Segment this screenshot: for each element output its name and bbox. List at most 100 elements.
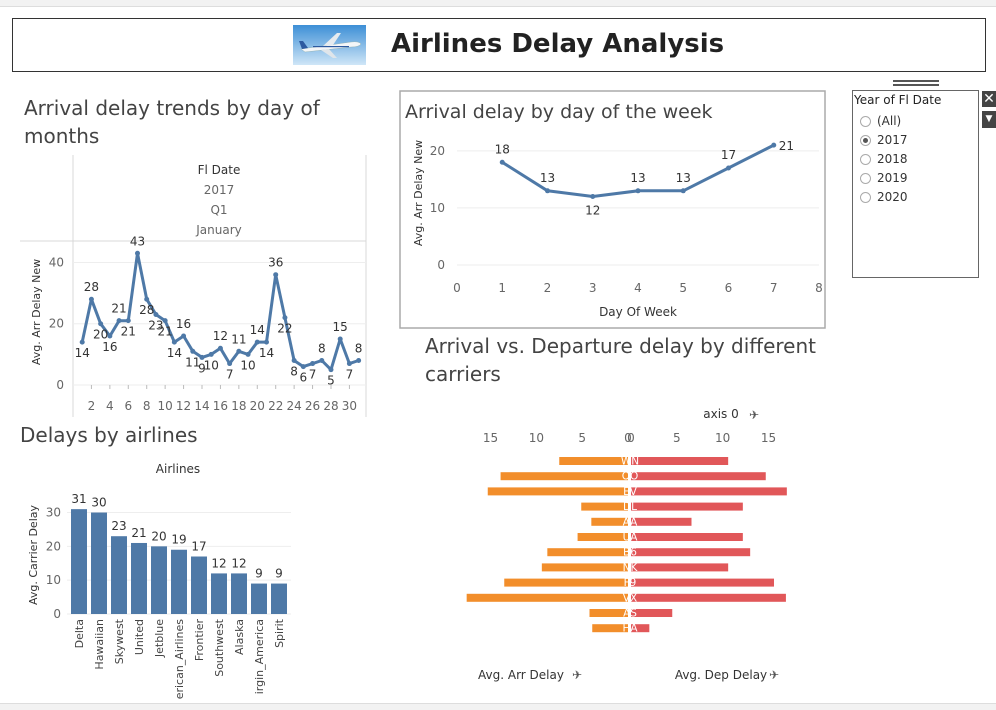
airlines-ytick-label: 10	[46, 573, 61, 587]
trend-xtick-label: 8	[143, 399, 151, 413]
trend-data-point	[319, 357, 325, 363]
airlines-ytick-label: 30	[46, 506, 61, 520]
trend-xtick-label: 14	[194, 399, 209, 413]
airlines-category-label: Frontier	[193, 619, 206, 662]
carriers-xtick-label: 0	[627, 431, 635, 445]
trend-data-label: 36	[268, 256, 283, 270]
trend-data-label: 20	[93, 328, 108, 342]
airlines-category-label: Spirit	[273, 618, 286, 648]
carriers-dep-bar	[631, 624, 650, 633]
carriers-right-label: Avg. Dep Delay	[675, 668, 767, 682]
trend-data-point	[199, 354, 205, 360]
weekday-data-point	[771, 142, 777, 148]
trend-data-label: 14	[167, 346, 182, 360]
filter-option-2019[interactable]: 2019	[860, 170, 908, 187]
close-icon[interactable]: ✕	[982, 91, 996, 107]
trend-data-label: 12	[213, 329, 228, 343]
trend-data-label: 22	[277, 322, 292, 336]
weekday-xtick-label: 3	[589, 281, 597, 295]
filter-option-2018[interactable]: 2018	[860, 151, 908, 168]
carriers-category-label: B6	[623, 547, 637, 559]
trend-xtick-label: 10	[157, 399, 172, 413]
carriers-chart-title: Arrival vs. Departure delay by different…	[425, 332, 816, 388]
carriers-category-label: AS	[623, 608, 637, 620]
carriers-xtick-label: 15	[761, 431, 776, 445]
trend-xtick-label: 24	[286, 399, 301, 413]
weekday-data-label: 18	[495, 142, 510, 156]
carriers-arr-bar	[547, 548, 628, 557]
airlines-data-label: 30	[91, 496, 106, 510]
carriers-dep-bar	[631, 517, 692, 526]
airlines-category-label: Delta	[73, 619, 86, 648]
airlines-data-label: 12	[231, 556, 246, 570]
radio-icon[interactable]	[860, 154, 871, 165]
weekday-data-point	[726, 165, 731, 171]
radio-icon[interactable]	[860, 135, 871, 146]
carriers-dep-bar	[631, 472, 766, 481]
radio-icon[interactable]	[860, 173, 871, 184]
trend-data-point	[171, 339, 177, 345]
airlines-category-label: Jetblue	[153, 619, 166, 658]
trend-xtick-label: 30	[342, 399, 357, 413]
airlines-bar	[171, 549, 187, 614]
filter-option-2017[interactable]: 2017	[860, 132, 908, 149]
trend-data-label: 10	[204, 358, 219, 372]
radio-icon[interactable]	[860, 116, 871, 127]
trend-data-label: 21	[121, 325, 136, 339]
carriers-category-label: NK	[623, 562, 639, 574]
trend-data-point	[328, 367, 334, 373]
trend-data-label: 10	[240, 358, 255, 372]
filter-drag-handle[interactable]	[893, 80, 939, 88]
airlines-data-label: 21	[131, 526, 146, 540]
carriers-axis-label: axis 0	[703, 407, 739, 421]
airlines-category-label: United	[133, 619, 146, 655]
trend-data-label: 16	[176, 317, 191, 331]
filter-option-2020[interactable]: 2020	[860, 189, 908, 206]
weekday-data-label: 17	[721, 148, 736, 162]
trend-data-label: 5	[327, 374, 335, 388]
carriers-arr-bar	[591, 517, 628, 526]
trend-data-point	[227, 361, 233, 367]
trend-ytick-label: 0	[56, 378, 64, 392]
pin-icon[interactable]: ✈	[769, 668, 779, 682]
weekday-ytick-label: 20	[430, 144, 445, 158]
carriers-dep-bar	[631, 502, 743, 511]
trend-data-label: 16	[102, 340, 117, 354]
airlines-category-label: erican_Airlines	[173, 619, 186, 700]
chevron-down-icon[interactable]: ▼	[982, 111, 996, 128]
carriers-title-line1: Arrival vs. Departure delay by different	[425, 334, 816, 358]
carriers-arr-bar	[577, 533, 628, 541]
carriers-xtick-label: 10	[529, 431, 544, 445]
pin-icon[interactable]: ✈	[749, 408, 759, 422]
carriers-category-label: HA	[622, 623, 638, 635]
airlines-bar	[91, 512, 107, 614]
carriers-category-label: F9	[624, 577, 637, 589]
weekday-line-chart: Arrival delay by day of the week Avg. Ar…	[399, 90, 826, 329]
weekday-data-label: 13	[676, 171, 691, 185]
carriers-arr-bar	[589, 609, 628, 617]
trend-data-point	[88, 296, 94, 302]
airlines-data-label: 19	[171, 533, 186, 547]
trend-data-point	[144, 296, 150, 302]
trend-xtick-label: 18	[231, 399, 246, 413]
trend-data-point	[300, 364, 306, 370]
weekday-data-point	[680, 188, 686, 194]
trend-data-label: 28	[139, 303, 154, 317]
airlines-category-label: Southwest	[213, 618, 226, 676]
carriers-arr-bar	[500, 472, 628, 481]
trend-data-point	[98, 321, 104, 327]
weekday-xtick-label: 6	[725, 281, 733, 295]
carriers-dep-bar	[631, 578, 774, 587]
carriers-dep-bar	[631, 487, 787, 496]
weekday-xtick-label: 8	[815, 281, 823, 295]
airlines-data-label: 20	[151, 529, 166, 543]
trend-xtick-label: 22	[268, 399, 283, 413]
filter-option-all[interactable]: (All)	[860, 113, 901, 130]
dashboard-header: Airlines Delay Analysis	[12, 18, 986, 72]
airlines-bar	[151, 546, 167, 614]
pin-icon[interactable]: ✈	[572, 668, 582, 682]
carriers-dep-bar	[631, 457, 729, 465]
trend-data-label: 7	[309, 368, 317, 382]
radio-icon[interactable]	[860, 192, 871, 203]
trend-data-point	[291, 357, 297, 363]
